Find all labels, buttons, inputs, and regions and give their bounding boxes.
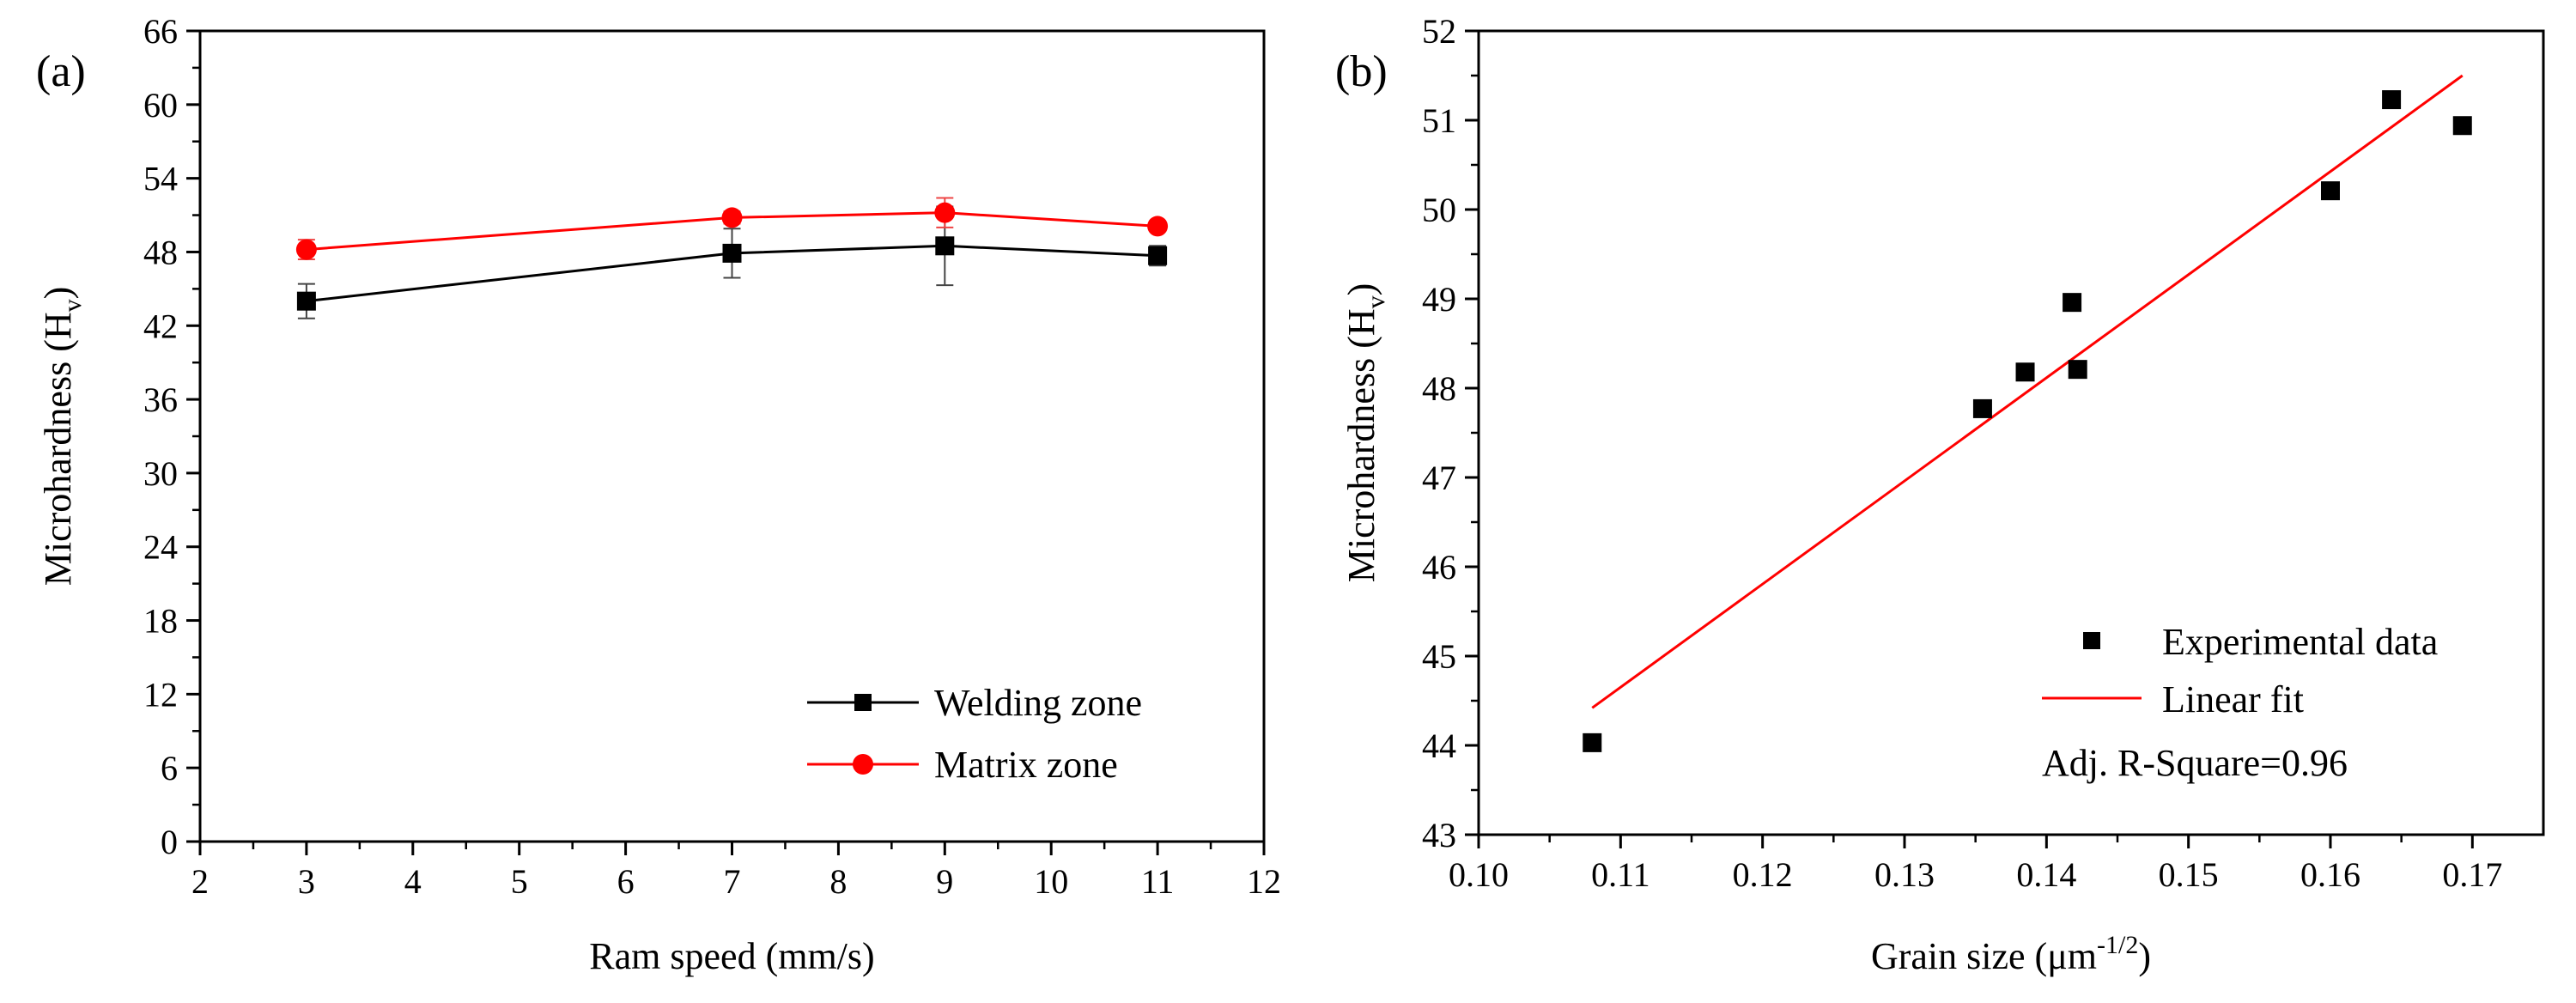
panel-a-point-matrix <box>295 239 317 260</box>
panel-b-data-point <box>2321 181 2340 201</box>
panel-a-series-line-welding <box>306 244 1158 303</box>
panel-a-y-axis-title: Microhardness (Hv) <box>37 287 87 587</box>
panel-b-y-tick-label: 45 <box>1422 637 1456 676</box>
panel-a-x-tick-label: 3 <box>298 862 315 901</box>
panel-a-y-tick-label: 0 <box>161 823 178 861</box>
panel-a-legend-label: Welding zone <box>934 682 1142 724</box>
panel-a-point-welding <box>296 291 316 311</box>
panel-b-x-tick-label: 0.13 <box>1874 855 1935 894</box>
panel-a-y-tick-label: 18 <box>143 602 178 641</box>
panel-b-y-tick-label: 52 <box>1422 12 1456 51</box>
panel-b-y-axis-title-close: ) <box>1340 283 1382 296</box>
panel-a-x-tick-label: 11 <box>1141 862 1175 901</box>
panel-a-y-axis-title-sub: v <box>58 299 87 312</box>
panel-b-legend-label: Linear fit <box>2162 678 2304 720</box>
panel-b-x-tick-label: 0.17 <box>2442 855 2502 894</box>
panel-b-x-tick-label: 0.14 <box>2016 855 2076 894</box>
panel-b-y-tick-label: 47 <box>1422 459 1456 497</box>
panel-a-x-axis-title: Ram speed (mm/s) <box>589 935 874 977</box>
panel-b-data-point <box>1583 732 1602 752</box>
panel-b-plot-frame <box>1477 29 2545 836</box>
panel-a-point-welding <box>722 243 742 263</box>
panel-b-x-tick-label: 0.15 <box>2159 855 2219 894</box>
panel-b-x-tick-label: 0.10 <box>1449 855 1509 894</box>
panel-a-y-tick-label: 24 <box>143 528 178 567</box>
panel-b-y-tick-label: 48 <box>1422 369 1456 408</box>
panel-a-x-tick-label: 10 <box>1034 862 1068 901</box>
panel-a-point-matrix <box>1147 216 1169 237</box>
panel-b-data-point <box>2068 360 2087 380</box>
panel-a-y-tick-label: 36 <box>143 380 178 419</box>
panel-a-x-tick-label: 5 <box>511 862 528 901</box>
panel-a-y-axis-title-main: Microhardness (H <box>37 312 79 586</box>
panel-a-x-tick-label: 7 <box>724 862 741 901</box>
panel-b-x-tick-label: 0.12 <box>1733 855 1793 894</box>
panel-b-legend-label: Experimental data <box>2162 621 2438 663</box>
panel-b-data-point <box>2452 116 2472 136</box>
panel-b-x-tick-label: 0.16 <box>2300 855 2360 894</box>
panel-b-x-axis-title: Grain size (μm-1/2) <box>1871 931 2151 977</box>
panel-b-y-tick-label: 44 <box>1422 726 1456 765</box>
panel-a-x-tick-label: 2 <box>191 862 209 901</box>
panel-a-legend-marker <box>853 754 873 775</box>
panel-b-x-axis-title-main: Grain size (μm <box>1871 935 2097 977</box>
panel-a-x-tick-label: 4 <box>404 862 422 901</box>
panel-a-legend-label: Matrix zone <box>934 744 1118 786</box>
panel-a-x-tick-label: 9 <box>936 862 953 901</box>
panel-b-x-tick-label: 0.11 <box>1591 855 1650 894</box>
panel-a-y-tick-label: 60 <box>143 86 178 125</box>
panel-b-data-point <box>1972 398 1992 418</box>
panel-b-legend-marker <box>2083 632 2100 649</box>
panel-a-series-line-matrix <box>306 211 1158 252</box>
panel-b-y-tick-label: 49 <box>1422 280 1456 319</box>
panel-a-x-tick-label: 12 <box>1247 862 1281 901</box>
panel-b-x-axis-title-sup: -1/2 <box>2097 931 2138 959</box>
panel-a-y-tick-label: 54 <box>143 160 178 198</box>
panel-b-x-axis-title-close: ) <box>2138 935 2151 977</box>
panel-b-data-point <box>2063 293 2082 313</box>
panel-b-y-tick-label: 50 <box>1422 191 1456 229</box>
panel-b-y-tick-label: 51 <box>1422 101 1456 140</box>
panel-b-y-tick-label: 46 <box>1422 548 1456 587</box>
panel-b-linear-fit-line <box>1591 74 2464 709</box>
panel-a-y-tick-label: 42 <box>143 307 178 345</box>
panel-b-data-point <box>2015 362 2035 382</box>
panel-a-y-tick-label: 6 <box>161 749 178 787</box>
panel-b-label: (b) <box>1335 47 1388 96</box>
panel-b-y-axis-title-main: Microhardness (H <box>1340 308 1382 582</box>
panel-a-point-welding <box>935 236 955 256</box>
panel-a-x-tick-label: 8 <box>829 862 847 901</box>
panel-a-y-axis-title-close: ) <box>37 287 79 300</box>
panel-a-y-tick-label: 12 <box>143 675 178 714</box>
panel-b-y-axis-title-sub: v <box>1362 295 1390 308</box>
panel-b-data-point <box>2382 90 2402 110</box>
panel-a-label: (a) <box>36 47 86 96</box>
panel-b-y-axis-title: Microhardness (Hv) <box>1340 283 1390 583</box>
panel-a-legend-marker <box>854 694 872 711</box>
panel-b-y-tick-label: 43 <box>1422 816 1456 854</box>
panel-a-y-tick-label: 48 <box>143 233 178 271</box>
panel-a-y-tick-label: 66 <box>143 12 178 51</box>
panel-a-point-matrix <box>934 202 956 223</box>
panel-a-x-tick-label: 6 <box>617 862 635 901</box>
panel-a-point-welding <box>1148 246 1168 265</box>
panel-b-r-square-annotation: Adj. R-Square=0.96 <box>2042 742 2348 784</box>
panel-a-y-tick-label: 30 <box>143 454 178 493</box>
panel-a-point-matrix <box>721 207 743 228</box>
